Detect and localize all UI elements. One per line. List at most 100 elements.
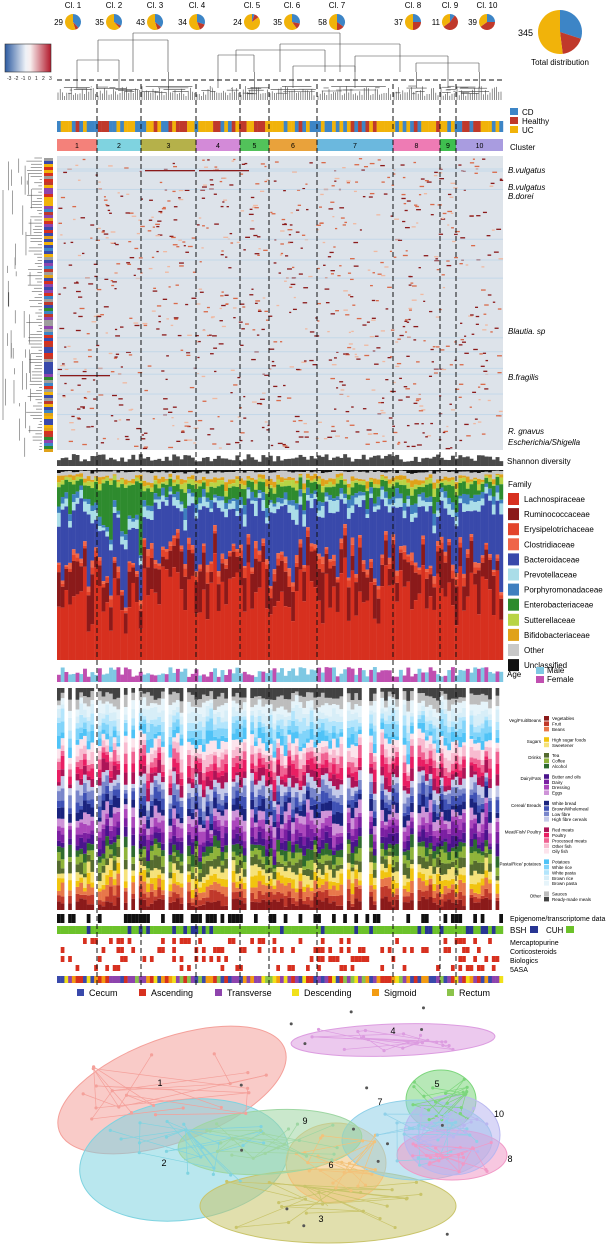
- diet-segment: [239, 737, 244, 743]
- heat-cell: [167, 265, 171, 268]
- family-segment: [86, 485, 91, 500]
- heat-cell: [414, 204, 418, 206]
- family-segment: [294, 509, 299, 525]
- heat-cell: [136, 232, 140, 235]
- family-segment: [398, 493, 403, 499]
- group-cell: [462, 121, 467, 132]
- side-strip-cell: [44, 320, 53, 323]
- family-segment: [123, 613, 128, 634]
- diet-segment: [168, 769, 173, 776]
- diet-segment: [157, 752, 162, 760]
- heat-cell: [401, 197, 406, 200]
- diet-segment: [131, 718, 136, 726]
- family-segment: [112, 470, 117, 475]
- diet-segment: [153, 817, 158, 827]
- diet-segment: [201, 702, 206, 717]
- side-strip-cell: [44, 158, 53, 161]
- heat-cell: [288, 234, 292, 236]
- family-segment: [120, 536, 125, 545]
- diet-segment: [105, 801, 110, 814]
- family-segment: [235, 486, 240, 500]
- family-segment: [231, 545, 236, 552]
- diet-segment: [291, 809, 296, 818]
- diet-segment: [272, 761, 277, 773]
- shannon-bar: [402, 461, 407, 466]
- family-segment: [146, 549, 151, 557]
- heat-cell: [70, 389, 74, 391]
- heat-cell: [322, 241, 326, 244]
- pie-6-slice-healthy: [292, 22, 300, 29]
- diet-segment: [123, 809, 128, 819]
- colorbar-tick: 3: [49, 76, 52, 82]
- heat-cell: [264, 165, 267, 168]
- family-segment: [495, 470, 500, 471]
- heat-cell: [330, 430, 336, 432]
- age-bar: [168, 667, 173, 682]
- family-segment: [101, 479, 106, 484]
- diet-segment: [280, 719, 284, 729]
- family-segment: [68, 481, 73, 515]
- family-segment: [406, 556, 411, 563]
- heat-cell: [126, 193, 130, 195]
- heat-cell: [130, 408, 134, 411]
- diet-segment: [86, 825, 91, 834]
- family-segment: [250, 470, 255, 472]
- diet-segment: [161, 856, 165, 867]
- diet-segment: [276, 738, 281, 743]
- family-segment: [406, 482, 411, 489]
- heat-cell: [420, 178, 425, 180]
- family-segment: [495, 492, 500, 501]
- diet-segment: [283, 829, 288, 841]
- heat-cell: [58, 207, 63, 209]
- family-segment: [213, 477, 218, 483]
- diet-segment: [298, 759, 303, 769]
- diet-segment: [153, 699, 158, 704]
- heat-cell: [160, 212, 163, 214]
- diet-segment: [272, 899, 277, 910]
- shannon-bar: [105, 459, 110, 466]
- group-cell: [94, 121, 99, 132]
- family-segment: [432, 473, 437, 483]
- diet-segment: [268, 872, 273, 879]
- heat-cell: [458, 396, 462, 398]
- family-segment: [343, 503, 348, 525]
- diet-segment: [187, 701, 191, 714]
- diet-segment: [272, 849, 277, 857]
- diet-segment: [97, 777, 102, 786]
- heat-cell: [221, 304, 226, 307]
- family-segment: [71, 554, 76, 561]
- diet-segment: [220, 735, 225, 741]
- side-strip-cell: [44, 443, 53, 446]
- diet-segment: [213, 829, 218, 836]
- legend-cluster-text: Cluster: [510, 143, 536, 152]
- diet-segment: [142, 765, 147, 774]
- diet-segment: [213, 710, 218, 714]
- diet-segment: [190, 872, 195, 880]
- family-label: Erysipelotrichaceae: [524, 525, 594, 534]
- family-segment: [306, 536, 310, 566]
- heat-cell: [423, 193, 428, 195]
- diet-segment: [253, 814, 258, 823]
- family-segment: [272, 581, 277, 607]
- heat-cell: [179, 262, 184, 264]
- family-segment: [384, 497, 388, 507]
- family-segment: [153, 493, 158, 500]
- heat-cell: [302, 302, 308, 304]
- heat-cell: [110, 280, 114, 282]
- diet-segment: [116, 873, 121, 886]
- family-segment: [175, 529, 180, 533]
- diet-segment: [253, 741, 258, 747]
- family-segment: [231, 472, 236, 480]
- shannon-bar: [287, 458, 292, 466]
- pie-title: Cl. 7: [329, 1, 346, 10]
- diet-segment: [79, 805, 84, 810]
- diet-segment: [209, 842, 214, 847]
- age-bar: [417, 668, 422, 682]
- group-cell: [361, 121, 366, 132]
- heat-cell: [458, 164, 462, 166]
- family-segment: [380, 554, 385, 558]
- family-segment: [380, 470, 385, 473]
- family-segment: [499, 474, 504, 478]
- heat-cell: [218, 343, 224, 345]
- diet-segment: [302, 771, 307, 776]
